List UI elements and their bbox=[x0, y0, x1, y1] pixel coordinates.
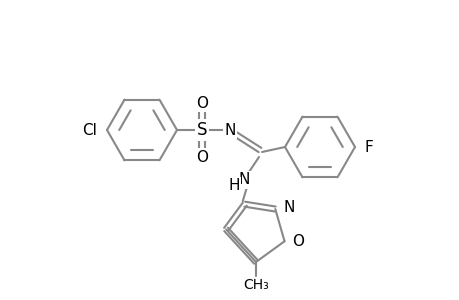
Text: O: O bbox=[196, 95, 207, 110]
Text: F: F bbox=[364, 140, 373, 154]
Text: H: H bbox=[228, 178, 239, 194]
Text: S: S bbox=[196, 121, 207, 139]
Text: O: O bbox=[292, 234, 304, 249]
Text: Cl: Cl bbox=[82, 122, 97, 137]
Text: N: N bbox=[283, 200, 294, 214]
Text: N: N bbox=[238, 172, 249, 188]
Text: CH₃: CH₃ bbox=[243, 278, 269, 292]
Text: N: N bbox=[224, 122, 235, 137]
Text: O: O bbox=[196, 149, 207, 164]
